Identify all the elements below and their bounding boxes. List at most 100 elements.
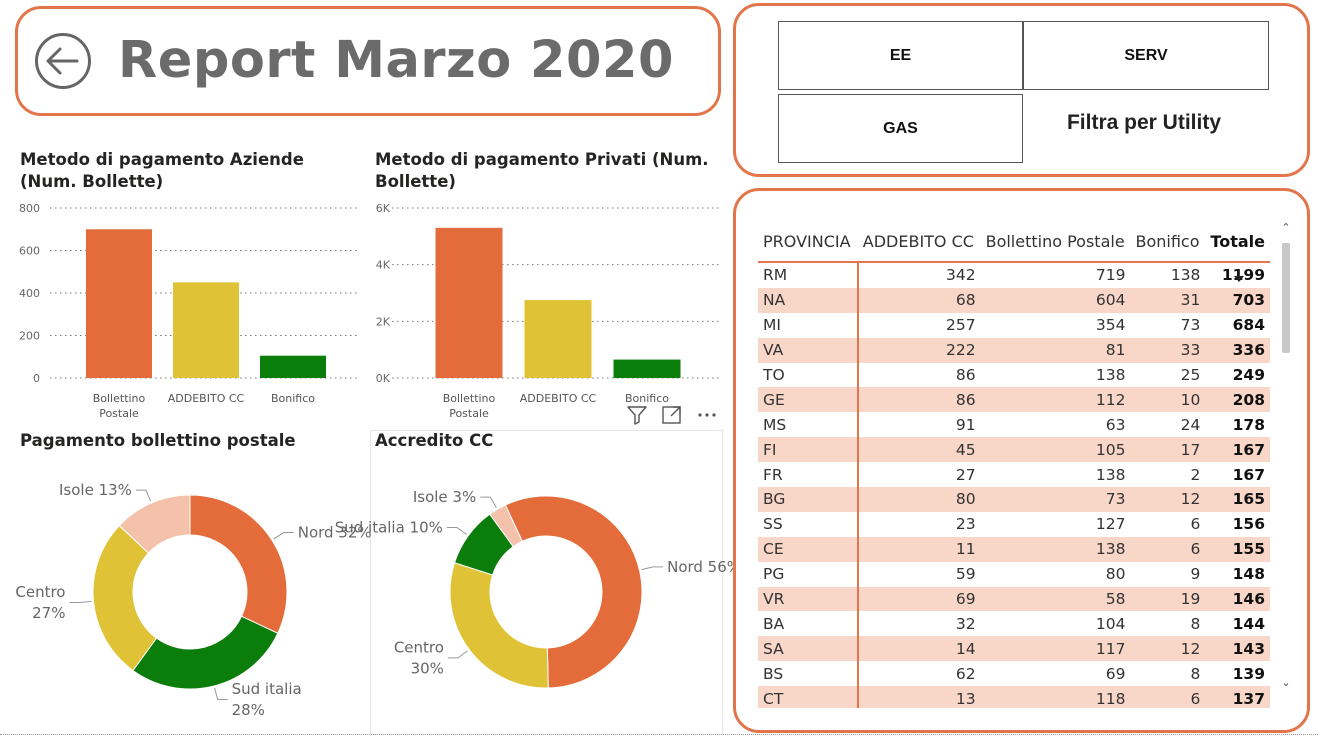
table-row[interactable]: PG 59 80 9 148: [758, 561, 1270, 587]
scroll-down-icon[interactable]: ⌄: [1281, 676, 1291, 689]
back-button[interactable]: [35, 33, 91, 89]
cell-totale: 144: [1232, 614, 1265, 633]
filter-button-serv[interactable]: SERV: [1023, 21, 1269, 90]
bar-chart-aziende[interactable]: 0 200 400 600 800 Bollettino Postale ADDEBITO C…: [0, 195, 360, 425]
table-row[interactable]: BA 32 104 8 144: [758, 611, 1270, 637]
table-row[interactable]: NA 68 604 31 703: [758, 287, 1270, 313]
cell-provincia: BA: [758, 611, 859, 637]
bar[interactable]: [435, 227, 503, 378]
bar[interactable]: [173, 282, 239, 378]
table-row[interactable]: VR 69 58 19 146: [758, 586, 1270, 612]
cell-bonifico: 12: [1180, 490, 1201, 509]
cell-totale: 155: [1232, 540, 1265, 559]
donut-slice[interactable]: [132, 615, 279, 690]
page-bottom-divider: [0, 734, 1318, 735]
y-tick-label: 6K: [376, 202, 391, 215]
cell-bollettino: 127: [1095, 515, 1126, 534]
cell-bollettino: 138: [1095, 465, 1126, 484]
bar-chart-privati[interactable]: 0K 2K 4K 6K Bollettino Postale ADDEBITO CC Boni…: [360, 195, 725, 425]
cell-totale: 137: [1232, 689, 1265, 708]
filter-button-ee[interactable]: EE: [778, 21, 1023, 90]
y-tick-label: 400: [19, 287, 40, 300]
table-row[interactable]: MI 257 354 73 684: [758, 312, 1270, 338]
column-header-provincia[interactable]: PROVINCIA: [763, 231, 851, 251]
leader-line: [480, 496, 497, 508]
donut-slice[interactable]: [453, 513, 514, 576]
bar[interactable]: [613, 359, 681, 378]
table-scrollbar[interactable]: ⌃ ⌄: [1279, 221, 1293, 691]
column-header-totale[interactable]: Totale: [1210, 231, 1265, 251]
cell-addebito: 45: [955, 440, 976, 459]
focus-mode-icon[interactable]: [660, 403, 684, 427]
cell-addebito: 27: [955, 465, 976, 484]
cell-provincia: VR: [758, 586, 859, 612]
cell-addebito: 32: [955, 614, 976, 633]
column-header-addebito[interactable]: ADDEBITO CC: [862, 231, 974, 251]
cell-provincia: SS: [758, 511, 859, 537]
cell-bonifico: 138: [1170, 266, 1201, 285]
cell-provincia: BS: [758, 661, 859, 687]
sort-descending-icon: [1234, 276, 1244, 282]
cell-bonifico: 2: [1190, 465, 1201, 484]
table-row[interactable]: FR 27 138 2 167: [758, 462, 1270, 488]
cell-bonifico: 25: [1180, 366, 1201, 384]
donut-slice[interactable]: [118, 494, 191, 554]
cell-totale: 139: [1232, 664, 1265, 683]
slice-label: Nord 56%: [667, 558, 741, 576]
table-row[interactable]: VA 222 81 33 336: [758, 337, 1270, 363]
table-row[interactable]: RM 342 719 138 1199: [758, 262, 1270, 288]
table-row[interactable]: BS 62 69 8 139: [758, 661, 1270, 687]
scroll-up-icon[interactable]: ⌃: [1281, 221, 1291, 234]
scroll-thumb[interactable]: [1282, 243, 1290, 353]
cell-provincia: TO: [758, 362, 859, 388]
cell-totale: 178: [1232, 415, 1265, 434]
donut-chart-accredito[interactable]: Isole 3% Nord 56% Centro 30% Sud italia 10%: [335, 460, 741, 735]
cell-bonifico: 33: [1180, 341, 1201, 360]
chart-title-accredito: Accredito CC: [375, 431, 494, 450]
cell-bollettino: 73: [1105, 490, 1126, 509]
filter-icon[interactable]: [625, 403, 649, 427]
cell-bollettino: 105: [1095, 440, 1126, 459]
donut-chart-bollettino[interactable]: Nord 32% Sud italia 28% Centro 27% Isole 13%: [0, 460, 371, 735]
cell-provincia: SA: [758, 636, 859, 662]
cell-addebito: 59: [955, 565, 976, 584]
cell-totale: 156: [1232, 515, 1265, 534]
cell-bollettino: 69: [1105, 664, 1126, 683]
slice-label: 27%: [32, 604, 65, 622]
bar[interactable]: [86, 229, 152, 378]
column-header-bollettino[interactable]: Bollettino Postale: [985, 231, 1125, 251]
more-options-icon[interactable]: [695, 403, 719, 427]
cell-bonifico: 73: [1180, 316, 1201, 335]
cell-provincia: NA: [758, 287, 859, 313]
cell-bollettino: 117: [1095, 639, 1126, 658]
bar[interactable]: [260, 355, 326, 378]
donut-slice[interactable]: [189, 494, 288, 634]
donut-slice[interactable]: [449, 562, 549, 689]
donut-slice[interactable]: [92, 524, 158, 672]
table-row[interactable]: FI 45 105 17 167: [758, 437, 1270, 463]
table-row[interactable]: GE 86 112 10 208: [758, 387, 1270, 413]
table-row[interactable]: CT 13 118 6 137: [758, 686, 1270, 708]
table-row[interactable]: SA 14 117 12 143: [758, 636, 1270, 662]
x-tick-label: Bonifico: [625, 392, 669, 405]
cell-bonifico: 24: [1180, 415, 1201, 434]
cell-bonifico: 6: [1190, 540, 1201, 559]
x-tick-label: Bollettino: [93, 392, 146, 405]
cell-bollettino: 63: [1105, 415, 1126, 434]
cell-totale: 684: [1232, 316, 1265, 335]
slice-label: Nord 32%: [298, 524, 372, 542]
table-row[interactable]: CE 11 138 6 155: [758, 536, 1270, 562]
donut-slice[interactable]: [504, 495, 643, 689]
table-row[interactable]: BG 80 73 12 165: [758, 487, 1270, 512]
visual-header: [625, 403, 725, 429]
cell-addebito: 91: [955, 415, 976, 434]
filter-button-gas[interactable]: GAS: [778, 94, 1023, 163]
cell-bollettino: 354: [1095, 316, 1126, 335]
cell-provincia: MI: [758, 312, 859, 338]
chart-title-aziende: Metodo di pagamento Aziende (Num. Bollet…: [20, 150, 304, 191]
table-row[interactable]: SS 23 127 6 156: [758, 511, 1270, 537]
bar[interactable]: [524, 300, 592, 378]
table-row[interactable]: TO 86 138 25 249: [758, 362, 1270, 388]
column-header-bonifico[interactable]: Bonifico: [1135, 231, 1200, 251]
table-row[interactable]: MS 91 63 24 178: [758, 412, 1270, 438]
